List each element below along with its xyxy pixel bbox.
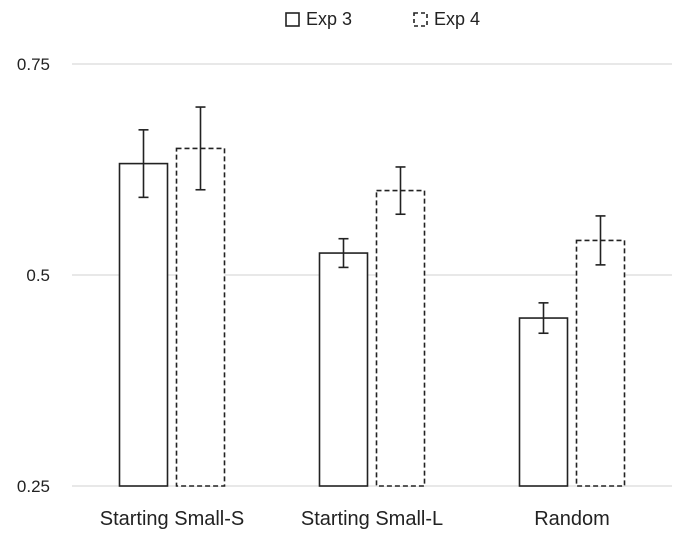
bar-exp-3-3	[518, 317, 569, 487]
bar-exp-4-1	[175, 147, 226, 487]
bar-exp-4-3	[575, 239, 626, 487]
error-bar	[395, 166, 406, 216]
x-tick-label: Random	[534, 508, 610, 530]
y-tick-label: 0.25	[17, 477, 50, 496]
y-axis-tick-labels: 0.25 0.5 0.75	[17, 55, 50, 496]
error-bar	[338, 237, 349, 269]
bars	[118, 147, 626, 487]
bar-exp-3-2	[318, 252, 369, 487]
legend-swatch-exp-3	[285, 12, 300, 27]
x-axis-tick-labels: Starting Small-S Starting Small-L Random	[100, 508, 610, 530]
y-tick-label: 0.5	[26, 266, 50, 285]
legend-label-exp-4: Exp 4	[434, 9, 480, 29]
x-tick-label: Starting Small-S	[100, 508, 245, 530]
x-tick-label: Starting Small-L	[301, 508, 443, 530]
gridlines	[72, 63, 672, 487]
error-bar	[138, 129, 149, 199]
legend-item-exp-3: Exp 3	[285, 9, 352, 29]
legend-swatch-exp-4	[413, 12, 428, 27]
bar-exp-4-2	[375, 189, 426, 487]
error-bar	[538, 302, 549, 335]
legend-item-exp-4: Exp 4	[413, 9, 480, 29]
error-bar	[195, 106, 206, 191]
y-tick-label: 0.75	[17, 55, 50, 74]
error-bar	[595, 215, 606, 266]
error-bars	[138, 106, 606, 335]
legend-label-exp-3: Exp 3	[306, 9, 352, 29]
bar-exp-3-1	[118, 162, 169, 487]
legend: Exp 3 Exp 4	[285, 9, 480, 29]
